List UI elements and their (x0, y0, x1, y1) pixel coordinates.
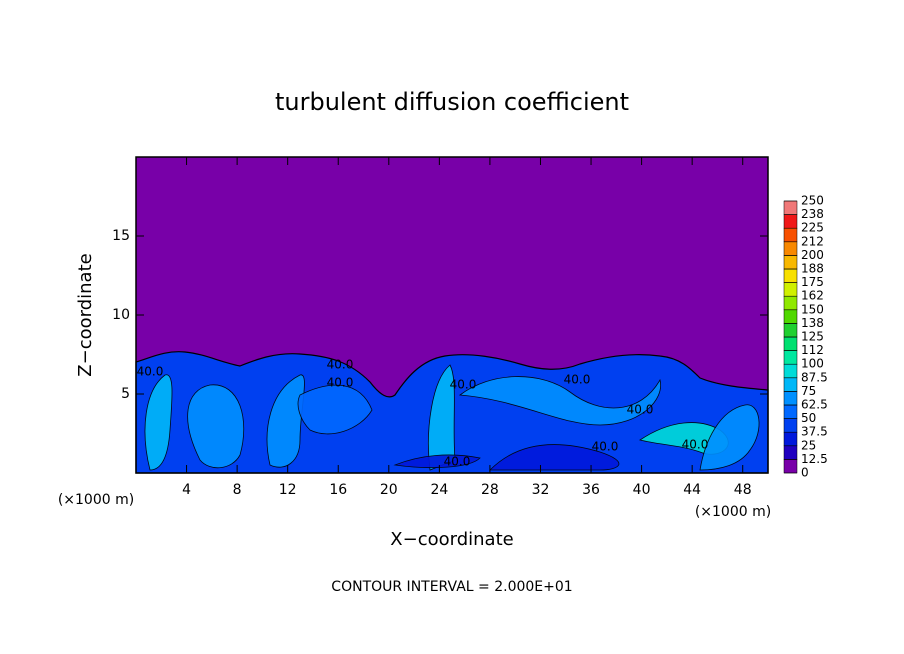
colorbar-bin (783, 391, 798, 406)
x-tick-label: 48 (734, 482, 752, 498)
y-unit: (×1000 m) (58, 492, 134, 508)
x-tick-label: 8 (233, 482, 242, 498)
colorbar-bin (783, 445, 798, 460)
colorbar-bin (783, 214, 798, 229)
y-tick-label: 10 (112, 307, 130, 323)
colorbar-bin (783, 255, 798, 270)
colorbar-label: 12.5 (801, 452, 828, 466)
x-axis-label: X−coordinate (390, 529, 513, 550)
field-patch (266, 374, 305, 468)
colorbar-label: 125 (801, 330, 824, 344)
colorbar-bin (783, 377, 798, 392)
field-patch (393, 454, 481, 468)
y-axis-label: Z−coordinate (75, 253, 96, 376)
colorbar-label: 62.5 (801, 398, 828, 412)
colorbar-label: 212 (801, 234, 824, 248)
colorbar-bin (783, 241, 798, 256)
x-tick-label: 20 (380, 482, 398, 498)
colorbar-bin (783, 418, 798, 433)
colorbar-label: 138 (801, 316, 824, 330)
x-tick-label: 36 (582, 482, 600, 498)
colorbar-label: 75 (801, 384, 816, 398)
contour-label: 40.0 (450, 378, 477, 392)
colorbar-bin (783, 309, 798, 324)
colorbar-label: 250 (801, 194, 824, 208)
x-tick-label: 28 (481, 482, 499, 498)
colorbar-label: 200 (801, 248, 824, 262)
colorbar-label: 175 (801, 275, 824, 289)
colorbar-label: 112 (801, 343, 824, 357)
x-tick-label: 4 (182, 482, 191, 498)
x-tick-label: 12 (279, 482, 297, 498)
contour-label: 40.0 (327, 376, 354, 390)
colorbar-label: 37.5 (801, 425, 828, 439)
colorbar-bin (783, 336, 798, 351)
x-tick-label: 40 (633, 482, 651, 498)
field: 40.0 40.0 40.0 40.0 40.0 40.0 40.0 40.0 40.0 (135, 157, 769, 474)
colorbar-bin (783, 459, 798, 474)
x-tick-label: 24 (430, 482, 448, 498)
colorbar-label: 0 (801, 466, 809, 480)
colorbar-bin (783, 431, 798, 447)
colorbar-label: 162 (801, 289, 824, 303)
colorbar-bin (783, 350, 798, 365)
field-patch (297, 384, 373, 435)
field-patch (187, 384, 245, 469)
x-tick-label: 44 (683, 482, 701, 498)
contour-label: 40.0 (682, 438, 709, 452)
chart-title: turbulent diffusion coefficient (275, 88, 629, 116)
colorbar-bin (783, 295, 798, 311)
field-patch (458, 376, 662, 426)
colorbar-bin (783, 268, 798, 283)
colorbar-bin (783, 323, 798, 338)
field-patch (144, 374, 173, 471)
contour-label: 40.0 (564, 373, 591, 387)
colorbar-label: 25 (801, 438, 816, 452)
colorbar-label: 225 (801, 221, 824, 235)
field-patch (428, 364, 456, 471)
colorbar-bin (783, 227, 798, 243)
colorbar-label: 50 (801, 411, 816, 425)
colorbar-bin (783, 404, 798, 419)
colorbar-label: 188 (801, 262, 824, 276)
field-patch (699, 404, 760, 471)
colorbar-label: 87.5 (801, 370, 828, 384)
field-patch (489, 444, 620, 471)
contour-label: 40.0 (627, 403, 654, 417)
colorbar-bin (783, 200, 798, 215)
colorbar-label: 238 (801, 207, 824, 221)
x-unit: (×1000 m) (695, 504, 771, 520)
y-tick-label: 15 (112, 228, 130, 244)
colorbar-label: 150 (801, 302, 824, 316)
colorbar-bin (783, 282, 798, 297)
contour-label: 40.0 (327, 358, 354, 372)
y-tick-label: 5 (121, 386, 130, 402)
contour-label: 40.0 (137, 365, 164, 379)
x-tick-label: 16 (329, 482, 347, 498)
contour-label: 40.0 (444, 455, 471, 469)
x-tick-label: 32 (532, 482, 550, 498)
colorbar-bin (783, 363, 798, 379)
contour-label: 40.0 (592, 440, 619, 454)
colorbar-label: 100 (801, 357, 824, 371)
footer: CONTOUR INTERVAL = 2.000E+01 (331, 579, 572, 595)
